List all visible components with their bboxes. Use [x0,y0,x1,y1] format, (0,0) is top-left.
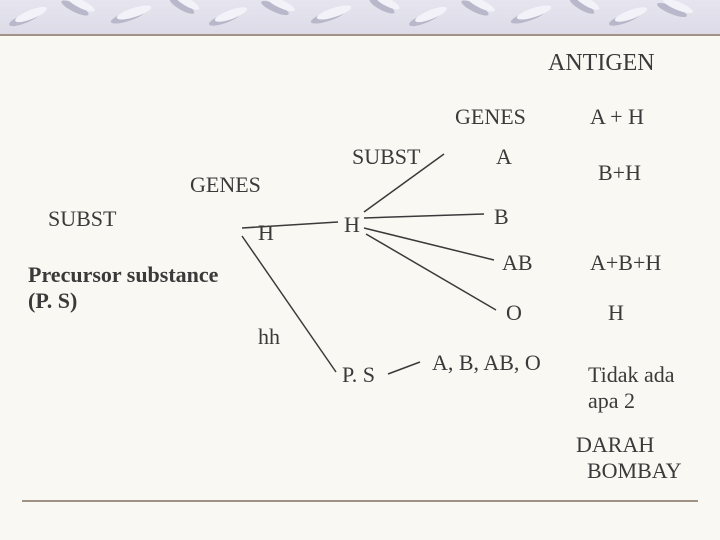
label-h-gene: H [258,220,274,246]
label-precursor: Precursor substance (P. S) [28,262,218,314]
decorative-squiggle [315,3,352,23]
decorative-squiggle [613,4,648,24]
label-subst-mid: SUBST [352,144,420,170]
slide-title: ANTIGEN [548,50,655,77]
label-tidak: Tidak ada apa 2 [588,362,675,414]
label-a: A [496,144,512,170]
label-darah: DARAH BOMBAY [576,432,682,484]
decorative-squiggle [213,4,248,24]
label-abab-o: A, B, AB, O [432,350,541,376]
label-h-subst: H [344,212,360,238]
label-a-plus-h: A + H [590,104,644,130]
label-ab: AB [502,250,533,276]
decorative-squiggle [515,3,552,23]
decorative-squiggle [414,4,449,25]
label-subst-left: SUBST [48,206,116,232]
label-genes-top: GENES [455,104,526,130]
label-o: O [506,300,522,326]
label-b: B [494,204,509,230]
top-divider [0,34,720,36]
label-b-plus-h: B+H [598,160,641,186]
top-decorative-bar [0,0,720,34]
label-genes-left: GENES [190,172,261,198]
label-ab-plus-h: A+B+H [590,250,661,276]
label-h-out: H [608,300,624,326]
decorative-squiggle [115,3,152,23]
label-ps: P. S [342,362,375,388]
bottom-divider [22,500,698,502]
label-hh: hh [258,324,280,350]
decorative-squiggle [14,4,49,25]
